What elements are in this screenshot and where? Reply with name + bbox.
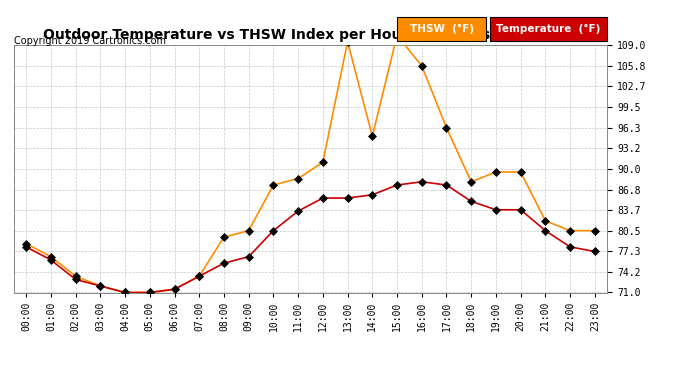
Text: Temperature  (°F): Temperature (°F)	[496, 24, 601, 34]
Text: Copyright 2019 Cartronics.com: Copyright 2019 Cartronics.com	[14, 36, 166, 46]
Text: THSW  (°F): THSW (°F)	[410, 24, 473, 34]
Title: Outdoor Temperature vs THSW Index per Hour (24 Hours) 20190716: Outdoor Temperature vs THSW Index per Ho…	[43, 28, 578, 42]
